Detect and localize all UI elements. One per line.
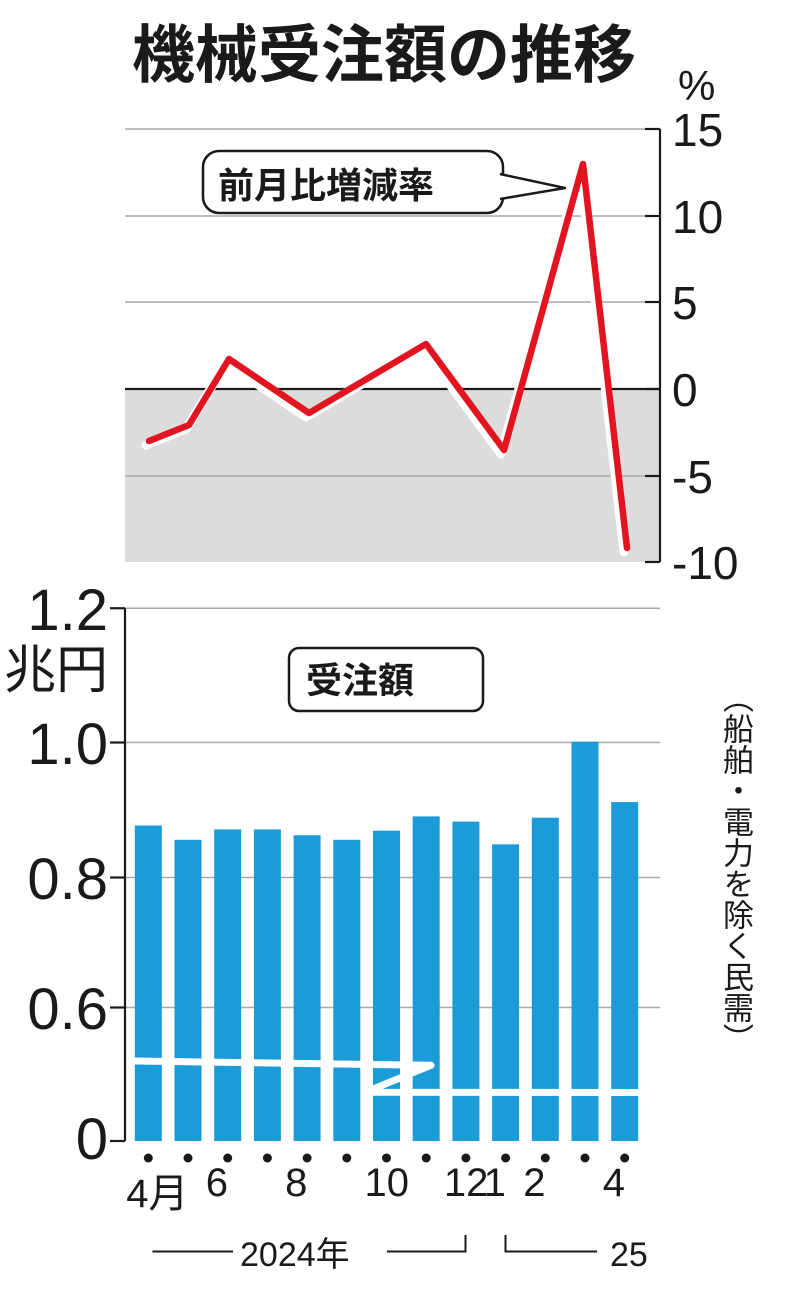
- svg-text:0: 0: [672, 364, 698, 416]
- svg-text:15: 15: [672, 104, 723, 156]
- svg-text:-5: -5: [672, 451, 713, 503]
- svg-text:0: 0: [76, 1107, 108, 1172]
- svg-text:1.0: 1.0: [27, 712, 108, 777]
- svg-text:10: 10: [672, 191, 723, 243]
- svg-text:2024年: 2024年: [240, 1236, 350, 1274]
- svg-text:受注額: 受注額: [306, 660, 414, 701]
- svg-text:%: %: [678, 62, 715, 109]
- svg-text:兆円: 兆円: [4, 642, 108, 700]
- svg-text:25: 25: [610, 1236, 648, 1274]
- svg-text:0.6: 0.6: [27, 977, 108, 1042]
- svg-text:前月比増減率: 前月比増減率: [218, 165, 434, 206]
- svg-text:5: 5: [672, 277, 698, 329]
- svg-text:0.8: 0.8: [27, 847, 108, 912]
- svg-text:1.2: 1.2: [27, 578, 108, 643]
